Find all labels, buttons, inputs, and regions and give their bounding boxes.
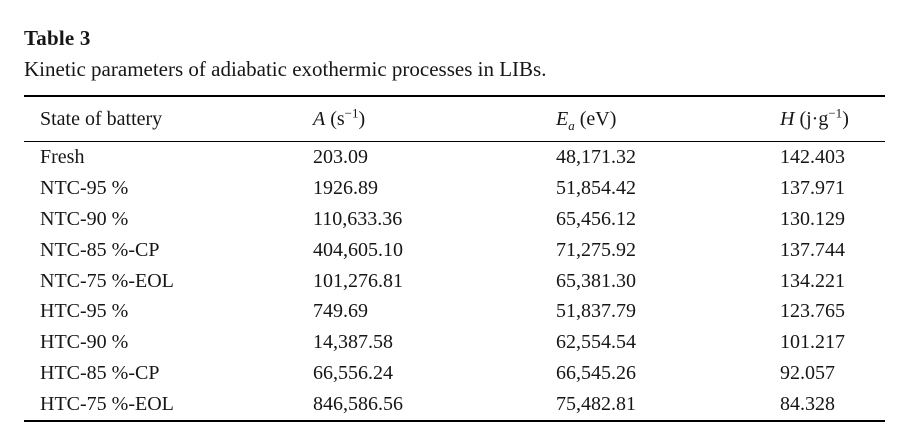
cell-ea: 51,854.42 [556,176,636,199]
cell-state: NTC-90 % [40,207,129,230]
cell-ea: 51,837.79 [556,300,636,323]
cell-state: HTC-90 % [40,331,129,354]
cell-state: NTC-95 % [40,176,129,199]
table-row: NTC-90 % 110,633.36 65,456.12 130.129 [24,204,885,235]
cell-a: 846,586.56 [313,393,403,416]
cell-a: 110,633.36 [313,207,403,230]
table-row: HTC-90 % 14,387.58 62,554.54 101.217 [24,327,885,358]
table-row: HTC-95 % 749.69 51,837.79 123.765 [24,296,885,327]
table-label: Table 3 [24,26,91,50]
cell-h: 84.328 [780,393,835,416]
header-row: State of battery A (s−1) Ea (eV) H (j·g−… [24,96,885,142]
cell-ea: 65,381.30 [556,269,636,292]
cell-a: 1926.89 [313,176,378,199]
table-row: HTC-85 %-CP 66,556.24 66,545.26 92.057 [24,358,885,389]
column-header-state: State of battery [24,96,313,142]
cell-h: 134.221 [780,269,845,292]
table-row: NTC-75 %-EOL 101,276.81 65,381.30 134.22… [24,266,885,297]
cell-state: HTC-75 %-EOL [40,393,174,416]
cell-ea: 66,545.26 [556,362,636,385]
table-row: Fresh 203.09 48,171.32 142.403 [24,142,885,173]
table-row: HTC-75 %-EOL 846,586.56 75,482.81 84.328 [24,389,885,421]
cell-ea: 71,275.92 [556,238,636,261]
cell-a: 66,556.24 [313,362,393,385]
table-row: NTC-85 %-CP 404,605.10 71,275.92 137.744 [24,235,885,266]
cell-h: 101.217 [780,331,845,354]
cell-ea: 65,456.12 [556,207,636,230]
cell-ea: 62,554.54 [556,331,636,354]
kinetic-parameters-table: State of battery A (s−1) Ea (eV) H (j·g−… [24,95,885,423]
cell-a: 14,387.58 [313,331,393,354]
cell-state: Fresh [40,145,85,168]
cell-state: NTC-85 %-CP [40,238,160,261]
cell-ea: 75,482.81 [556,393,636,416]
cell-a: 203.09 [313,145,368,168]
cell-state: NTC-75 %-EOL [40,269,174,292]
column-header-a: A (s−1) [313,96,556,142]
column-header-h: H (j·g−1) [780,96,885,142]
cell-h: 142.403 [780,145,845,168]
cell-a: 749.69 [313,300,368,323]
cell-a: 101,276.81 [313,269,403,292]
table-caption: Kinetic parameters of adiabatic exotherm… [24,57,547,81]
cell-h: 130.129 [780,207,845,230]
cell-state: HTC-85 %-CP [40,362,160,385]
cell-ea: 48,171.32 [556,145,636,168]
cell-h: 137.971 [780,176,845,199]
cell-a: 404,605.10 [313,238,403,261]
column-header-ea: Ea (eV) [556,96,780,142]
cell-h: 137.744 [780,238,845,261]
table-row: NTC-95 % 1926.89 51,854.42 137.971 [24,173,885,204]
cell-state: HTC-95 % [40,300,129,323]
cell-h: 92.057 [780,362,835,385]
cell-h: 123.765 [780,300,845,323]
